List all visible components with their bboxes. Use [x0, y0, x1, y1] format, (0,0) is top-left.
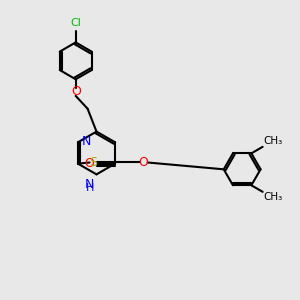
- Text: CH₃: CH₃: [264, 192, 283, 203]
- Text: O: O: [84, 157, 94, 170]
- Text: Cl: Cl: [70, 17, 81, 28]
- Text: O: O: [139, 156, 148, 169]
- Text: H: H: [86, 183, 94, 193]
- Text: S: S: [89, 156, 98, 169]
- Text: CH₃: CH₃: [264, 136, 283, 146]
- Text: N: N: [85, 178, 94, 191]
- Text: N: N: [82, 135, 91, 148]
- Text: O: O: [71, 85, 81, 98]
